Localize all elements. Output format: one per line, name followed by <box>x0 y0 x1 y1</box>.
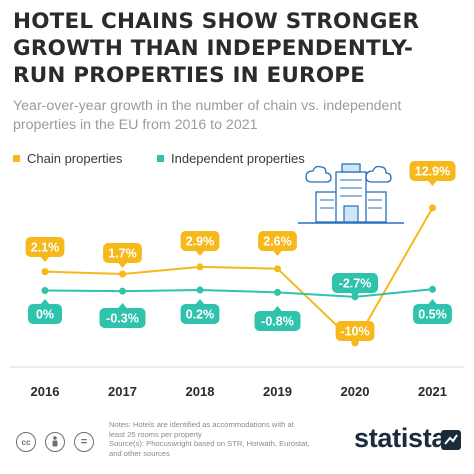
statista-logo[interactable]: statista <box>354 423 447 453</box>
statista-logo-mark <box>441 430 461 450</box>
independent-data-label-2018: 0.2% <box>186 308 215 322</box>
source-line-1: Source(s): Phocuswright based on STR, Ho… <box>109 439 310 449</box>
footer-notes: Notes: Hotels are identified as accommod… <box>109 420 339 458</box>
chain-label-pointer-2019 <box>272 250 283 256</box>
independent-label-badge-2016 <box>28 304 62 324</box>
legend-label-independent: Independent properties <box>171 150 305 166</box>
creative-commons-icon[interactable]: cc <box>16 432 36 452</box>
x-tick-label-2019: 2019 <box>263 384 292 399</box>
chain-data-label-2021: 12.9% <box>415 165 450 179</box>
chain-data-label-2020: -10% <box>340 325 369 339</box>
independent-data-label-2017: -0.3% <box>106 312 139 326</box>
independent-point-2021 <box>429 285 436 293</box>
independent-label-badge-2017 <box>99 308 146 328</box>
chain-data-label-2017: 1.7% <box>108 247 137 261</box>
logo-wave-icon <box>444 434 458 445</box>
independent-data-label-2020: -2.7% <box>339 277 372 291</box>
chain-label-badge-2021 <box>409 161 456 181</box>
legend-item-independent: Independent properties <box>157 150 305 166</box>
chain-point-2016 <box>41 268 49 276</box>
chain-series-line <box>44 207 434 345</box>
independent-label-pointer-2021 <box>427 299 438 305</box>
x-tick-label-2018: 2018 <box>186 384 215 399</box>
independent-label-badge-2018 <box>180 304 220 324</box>
independent-point-2017 <box>119 287 126 295</box>
x-tick-label-2020: 2020 <box>341 384 370 399</box>
note-line-2: least 25 rooms per property <box>109 429 202 439</box>
independent-label-pointer-2020 <box>350 292 360 298</box>
note-line-1: Notes: Hotels are identified as accommod… <box>109 420 294 429</box>
independent-label-pointer-2018 <box>195 299 205 305</box>
chart-title: HOTEL CHAINS SHOW STRONGER GROWTH THAN I… <box>13 8 463 89</box>
chain-label-pointer-2018 <box>195 250 205 256</box>
chain-label-pointer-2016 <box>40 256 50 262</box>
hotel-building-icon <box>298 163 404 224</box>
chart-subtitle: Year-over-year growth in the number of c… <box>13 97 463 135</box>
chain-label-pointer-2020 <box>350 340 360 346</box>
chain-point-2021 <box>429 204 436 212</box>
chain-label-badge-2018 <box>180 231 220 251</box>
chain-label-pointer-2021 <box>427 180 438 186</box>
x-tick-label-2016: 2016 <box>31 384 60 399</box>
legend-label-chain: Chain properties <box>27 150 123 166</box>
legend-swatch-independent <box>157 154 164 162</box>
independent-point-2016 <box>41 286 49 294</box>
independent-data-label-2016: 0% <box>36 308 54 322</box>
x-tick-label-2021: 2021 <box>418 384 447 399</box>
subtitle-line-2: properties in the EU from 2016 to 2021 <box>13 117 258 133</box>
title-line-1: HOTEL CHAINS SHOW STRONGER <box>13 9 420 34</box>
chain-label-badge-2016 <box>25 237 65 257</box>
chain-label-badge-2017 <box>103 243 142 263</box>
chain-label-pointer-2017 <box>117 262 128 268</box>
plot-area: 2.1% 1.7% 2.9% 2.6% -10% 12.9% 0% -0.3% 0.2% -0.8… <box>10 161 464 399</box>
independent-point-2018 <box>196 286 204 294</box>
attribution-icon[interactable] <box>45 432 65 452</box>
independent-label-pointer-2016 <box>40 299 50 305</box>
chain-data-label-2018: 2.9% <box>186 235 215 249</box>
subtitle-line-1: Year-over-year growth in the number of c… <box>13 98 402 114</box>
no-derivatives-icon[interactable]: = <box>74 432 94 452</box>
title-line-2: GROWTH THAN INDEPENDENTLY- <box>13 36 414 61</box>
legend-swatch-chain <box>13 154 20 162</box>
independent-label-pointer-2017 <box>117 303 128 309</box>
chain-label-badge-2020 <box>335 321 375 341</box>
chain-point-2017 <box>119 270 126 278</box>
source-line-2: and other sources <box>109 448 170 458</box>
chain-data-label-2016: 2.1% <box>31 241 60 255</box>
independent-data-label-2019: -0.8% <box>261 315 294 329</box>
independent-label-badge-2019 <box>254 311 301 331</box>
independent-point-2019 <box>274 288 281 296</box>
title-line-3: RUN PROPERTIES IN EUROPE <box>13 63 366 88</box>
legend-item-chain: Chain properties <box>13 150 122 166</box>
independent-series-line <box>44 288 433 298</box>
chain-point-2019 <box>274 265 281 273</box>
chain-point-2018 <box>196 263 204 271</box>
independent-data-label-2021: 0.5% <box>418 308 447 322</box>
chain-label-badge-2019 <box>258 231 297 251</box>
person-icon <box>52 436 58 447</box>
chain-data-label-2019: 2.6% <box>263 235 292 249</box>
independent-label-badge-2021 <box>413 304 452 324</box>
x-tick-label-2017: 2017 <box>108 384 137 399</box>
independent-label-pointer-2019 <box>272 306 283 312</box>
independent-label-badge-2020 <box>332 273 378 293</box>
